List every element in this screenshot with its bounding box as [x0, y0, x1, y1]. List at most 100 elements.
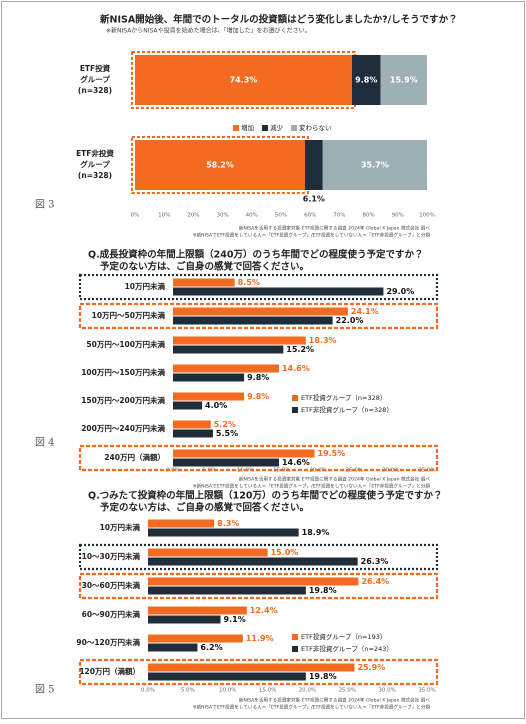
value-label: 15.9%	[390, 76, 418, 85]
x-tick-label: 70%	[333, 213, 345, 219]
chart-subtitle: ※新NISAからNISAや投資を始めた場合は、「増加した」をお選びください。	[106, 27, 311, 35]
bar	[173, 392, 245, 401]
category-label: グループ	[80, 74, 110, 84]
bar	[173, 345, 284, 354]
bar	[148, 519, 215, 528]
bar-segment	[322, 140, 427, 190]
x-tick-label: 5.0%	[181, 688, 195, 694]
x-tick-label: 25.0%	[339, 688, 356, 694]
category-label: 240万円（満額）	[104, 452, 165, 462]
legend-swatch	[292, 395, 298, 401]
value-label: 19.8%	[309, 672, 337, 681]
bar	[173, 449, 315, 458]
value-label: 5.5%	[216, 429, 238, 438]
bar-segment	[135, 140, 305, 190]
bar	[148, 606, 247, 615]
legend-swatch	[233, 125, 239, 131]
legend-label: ETF投資グループ（n=193）	[301, 632, 386, 641]
bar	[148, 548, 268, 557]
highlight-box	[78, 543, 439, 571]
value-label: 26.3%	[361, 557, 389, 566]
value-label: 18.3%	[309, 336, 337, 345]
x-tick-label: 80%	[362, 213, 374, 219]
x-tick-label: 10.0%	[219, 688, 236, 694]
bar-segment	[304, 140, 323, 190]
bar	[173, 336, 306, 345]
category-label: 50万円～100万円未満	[86, 339, 165, 349]
legend-swatch	[292, 634, 298, 640]
footnote: ※新NISAでETF投資をしている人＝「ETF投資グループ」/ETF投資をしてい…	[193, 232, 431, 239]
x-tick-label: 90%	[392, 213, 404, 219]
category-label: 150万円～200万円未満	[81, 395, 165, 405]
value-label: 4.0%	[205, 401, 227, 410]
bar	[148, 663, 355, 672]
highlight-box	[131, 136, 309, 194]
value-label: 58.2%	[206, 161, 234, 170]
bar	[173, 287, 384, 296]
legend-label: ETF非投資グループ（n=328）	[301, 405, 393, 414]
chart-title: Q.つみたて投資枠の年間上限額（120万）のうち年間でどの程度使う予定ですか？	[88, 490, 443, 502]
highlight-box	[78, 572, 439, 600]
value-label: 6.2%	[200, 643, 222, 652]
bar	[173, 429, 213, 438]
figure-label: 図 4	[35, 437, 55, 449]
x-tick-label: 100%	[419, 213, 435, 219]
x-tick-label: 30%	[216, 213, 228, 219]
value-label: 9.8%	[247, 392, 269, 401]
category-label: ETF投資	[80, 63, 111, 73]
value-label: 11.9%	[246, 634, 274, 643]
value-label: 35.7%	[361, 161, 389, 170]
value-label: 14.6%	[282, 364, 310, 373]
legend-label: ETF非投資グループ（n=243）	[301, 644, 393, 653]
bar	[173, 307, 348, 316]
category-label: 10～30万円未満	[82, 551, 141, 561]
legend-label: 増加	[241, 123, 254, 132]
value-label: 26.4%	[361, 577, 389, 586]
bar	[173, 278, 235, 287]
x-tick-label: 30.0%	[378, 688, 395, 694]
bar	[173, 316, 333, 325]
legend-swatch	[292, 407, 298, 413]
value-label: 74.3%	[230, 76, 258, 85]
category-label: ETF非投資	[76, 148, 114, 158]
category-label: グループ	[80, 159, 110, 169]
chart-title: Q.成長投資枠の年間上限額（240万）のうち年間でどの程度使う予定ですか？	[88, 249, 424, 261]
chart-title: 予定のない方は、ご自身の感覚で回答ください。	[100, 261, 309, 273]
bar	[148, 557, 358, 566]
chart-title: 予定のない方は、ご自身の感覚で回答ください。	[100, 502, 309, 514]
value-label: 18.9%	[302, 528, 330, 537]
legend-label: ETF投資グループ（n=328）	[301, 393, 386, 402]
bar	[148, 615, 221, 624]
bar-segment	[135, 55, 352, 105]
legend-swatch	[262, 125, 268, 131]
highlight-box	[78, 658, 439, 686]
bar	[148, 634, 243, 643]
footnote: 新NISAを活用する投資家対象 ETF投資に関する調査 2024年 Global…	[239, 476, 431, 483]
bar	[148, 643, 198, 652]
x-tick-label: 0%	[131, 213, 140, 219]
footnote: ※新NISAでETF投資をしている人＝「ETF投資グループ」/ETF投資をしてい…	[193, 483, 431, 490]
footnote: 新NISAを活用する投資家対象 ETF投資に関する調査 2024年 Global…	[239, 225, 431, 232]
x-tick-label: 60%	[304, 213, 316, 219]
bar	[148, 528, 299, 537]
x-tick-label: 20%	[187, 213, 199, 219]
bar	[173, 364, 279, 373]
category-label: (n=328)	[78, 86, 112, 95]
bar-segment	[380, 55, 427, 105]
value-label: 8.5%	[238, 278, 260, 287]
figure-label: 図 3	[35, 199, 55, 211]
value-label: 5.2%	[214, 420, 236, 429]
category-label: 100万円～150万円未満	[81, 367, 165, 377]
category-label: 10万円未満	[100, 522, 141, 532]
bar-segment	[351, 55, 381, 105]
legend-label: 減少	[270, 123, 284, 132]
value-label: 24.1%	[351, 307, 379, 316]
legend-swatch	[292, 646, 298, 652]
footnote: ※新NISAでETF投資をしている人＝「ETF投資グループ」/ETF投資をしてい…	[193, 704, 431, 711]
x-tick-label: 0.0%	[141, 688, 155, 694]
x-tick-label: 10%	[158, 213, 170, 219]
x-tick-label: 50%	[275, 213, 287, 219]
value-label: 6.1%	[303, 195, 325, 204]
chart-title: 新NISA開始後、年間でのトータルの投資額はどう変化しましたか?/しそうですか？	[99, 14, 458, 26]
